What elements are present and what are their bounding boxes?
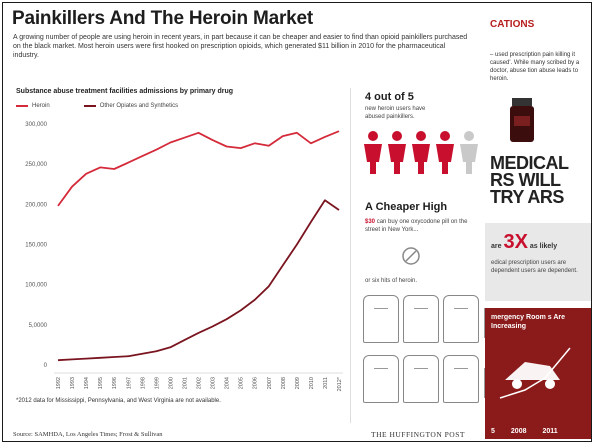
chart-footnote: *2012 data for Mississippi, Pennsylvania…	[16, 398, 221, 404]
people-pictogram	[364, 131, 478, 174]
or-text: or six hits of heroin.	[365, 278, 418, 284]
intro-text: A growing number of people are using her…	[13, 34, 468, 59]
heroin-packet-icon	[403, 355, 445, 403]
emergency-room-title: mergency Room s Are Increasing	[491, 314, 566, 330]
legend-swatch-heroin	[16, 105, 28, 107]
er-year: 5	[491, 428, 495, 435]
cheaper-description: can buy one oxycodone pill on the street…	[365, 219, 468, 233]
person-icon	[388, 131, 406, 174]
dependency-multiplier: 3X	[503, 231, 528, 253]
legend-item-opiates: Other Opiates and Synthetics	[83, 103, 179, 109]
x-tick-label: 1999	[154, 377, 160, 389]
x-tick-label: 2012*	[337, 376, 343, 391]
y-tick-label: 5,0000	[29, 323, 48, 329]
x-tick-label: 2006	[253, 377, 259, 389]
right-big-text: MEDICAL RS WILL TRY ARS	[490, 153, 569, 207]
right-section-text: – used prescription pain killing it caus…	[490, 52, 580, 82]
er-year: 2008	[510, 428, 527, 435]
x-tick-label: 1996	[112, 377, 118, 389]
x-tick-label: 1997	[126, 377, 132, 389]
stat-heading: 4 out of 5	[365, 91, 414, 103]
dependency-suffix: as likely	[529, 243, 558, 250]
legend-swatch-opiates	[83, 105, 96, 107]
publisher-logo: THE HUFFINGTON POST	[371, 430, 465, 439]
source-credit: Source: SAMHDA, Los Angeles Times; Frost…	[13, 431, 163, 438]
cheaper-text: $30 can buy one oxycodone pill on the st…	[365, 218, 470, 234]
emergency-room-years: 5 2008 2011	[491, 428, 558, 435]
chart-legend: Heroin Other Opiates and Synthetics	[16, 103, 178, 109]
x-tick-label: 2005	[239, 377, 245, 389]
chart-title: Substance abuse treatment facilities adm…	[16, 88, 234, 95]
page-title: Painkillers And The Heroin Market	[12, 8, 313, 29]
heroin-packet-icon	[363, 355, 405, 403]
x-tick-label: 2007	[267, 377, 273, 389]
x-tick-label: 1993	[70, 377, 76, 389]
stat-text: new heroin users have abused painkillers…	[365, 106, 426, 120]
x-tick-label: 2009	[295, 377, 301, 389]
x-tick-label: 2002	[197, 377, 203, 389]
legend-item-heroin: Heroin	[16, 103, 50, 109]
heroin-packet-icon	[403, 295, 445, 343]
x-tick-label: 2011	[323, 377, 329, 389]
person-icon	[460, 131, 478, 174]
er-year: 2011	[542, 428, 558, 435]
legend-label-opiates: Other Opiates and Synthetics	[99, 103, 179, 109]
line-chart: 300,000 250,000 200,000 150,000 100,000 5,000…	[25, 122, 343, 391]
y-tick-label: 300,000	[25, 122, 47, 128]
x-tick-label: 2004	[225, 377, 231, 389]
x-tick-label: 1995	[98, 377, 104, 389]
dependency-text: edical prescription users are dependent …	[491, 260, 578, 274]
heroin-packet-icon	[363, 295, 405, 343]
person-icon	[364, 131, 382, 174]
pill-bottle-icon	[510, 98, 534, 142]
x-tick-label: 2001	[182, 377, 188, 389]
right-section-caption: CATIONS	[490, 19, 535, 30]
x-tick-label: 1992	[56, 377, 62, 389]
y-tick-label: 150,000	[25, 243, 47, 249]
x-tick-label: 2003	[211, 377, 217, 389]
cheaper-price: $30	[365, 219, 376, 225]
opiates-line	[57, 199, 340, 362]
y-tick-label: 100,000	[25, 283, 47, 289]
heroin-line	[57, 130, 340, 207]
ambulance-icon	[499, 347, 571, 399]
x-tick-label: 2000	[168, 377, 174, 389]
heroin-packet-icon	[443, 355, 485, 403]
cheaper-heading: A Cheaper High	[365, 201, 448, 213]
x-tick-label: 1998	[140, 377, 146, 389]
dependency-box: are 3X as likely edical prescription use…	[485, 223, 591, 301]
legend-label-heroin: Heroin	[32, 103, 50, 109]
person-icon	[436, 131, 454, 174]
dependency-stat: are 3X as likely	[491, 231, 557, 254]
x-tick-label: 2008	[281, 377, 287, 389]
emergency-room-box: mergency Room s Are Increasing 5 2008 20…	[485, 308, 591, 439]
dependency-prefix: are	[491, 243, 502, 250]
person-icon	[412, 131, 430, 174]
y-tick-label: 0	[44, 363, 48, 369]
x-tick-label: 1994	[84, 377, 90, 389]
y-tick-label: 250,000	[25, 162, 47, 168]
y-tick-label: 200,000	[25, 202, 47, 208]
pill-icon	[402, 247, 420, 265]
column-divider	[350, 88, 351, 423]
x-tick-label: 2010	[309, 377, 315, 389]
heroin-packet-icon	[443, 295, 485, 343]
